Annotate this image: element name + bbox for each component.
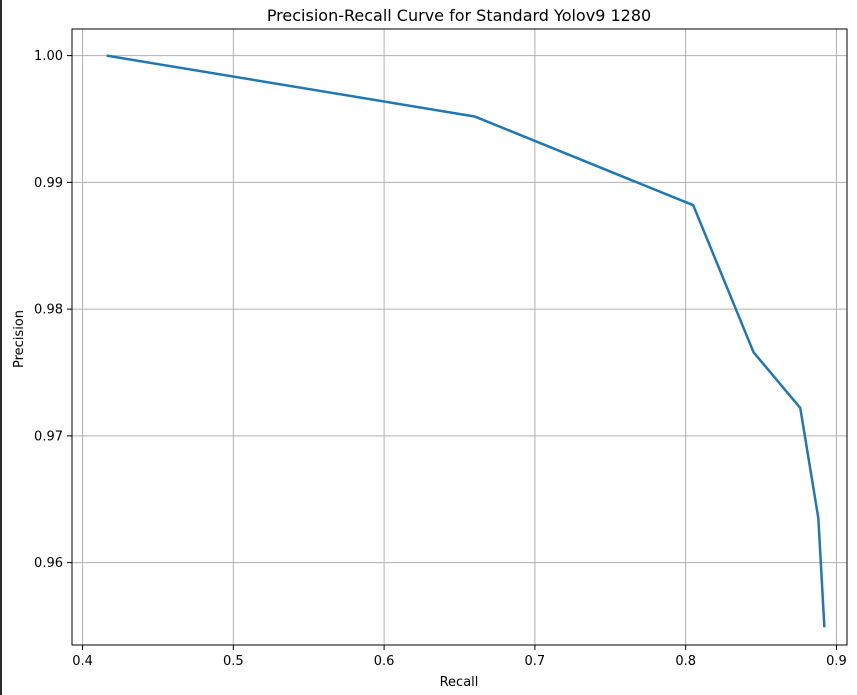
y-tick-label: 0.98: [34, 303, 63, 318]
x-tick-label: 0.6: [374, 654, 395, 669]
y-axis-title: Precision: [12, 310, 27, 368]
y-tick-label: 0.99: [34, 176, 63, 191]
y-tick-label: 0.96: [34, 556, 63, 571]
x-tick-label: 0.7: [525, 654, 546, 669]
x-axis-title: Recall: [440, 675, 479, 690]
grid-layer: [72, 29, 847, 645]
x-tick-label: 0.5: [223, 654, 244, 669]
y-tick-label: 0.97: [34, 429, 63, 444]
x-tick-label: 0.8: [675, 654, 696, 669]
window-left-edge: [0, 0, 2, 695]
x-tick-label: 0.9: [826, 654, 847, 669]
series-layer: [106, 54, 826, 628]
plot-frame: [71, 28, 848, 646]
tick-layer: 0.4 0.5 0.6 0.7 0.8 0.9 0.96 0.97 0.98 0.99 1.00: [34, 49, 847, 669]
pr-curve-line: [106, 54, 826, 628]
chart-title: Precision-Recall Curve for Standard Yolo…: [267, 6, 651, 25]
y-tick-label: 1.00: [34, 49, 63, 64]
x-tick-label: 0.4: [72, 654, 93, 669]
